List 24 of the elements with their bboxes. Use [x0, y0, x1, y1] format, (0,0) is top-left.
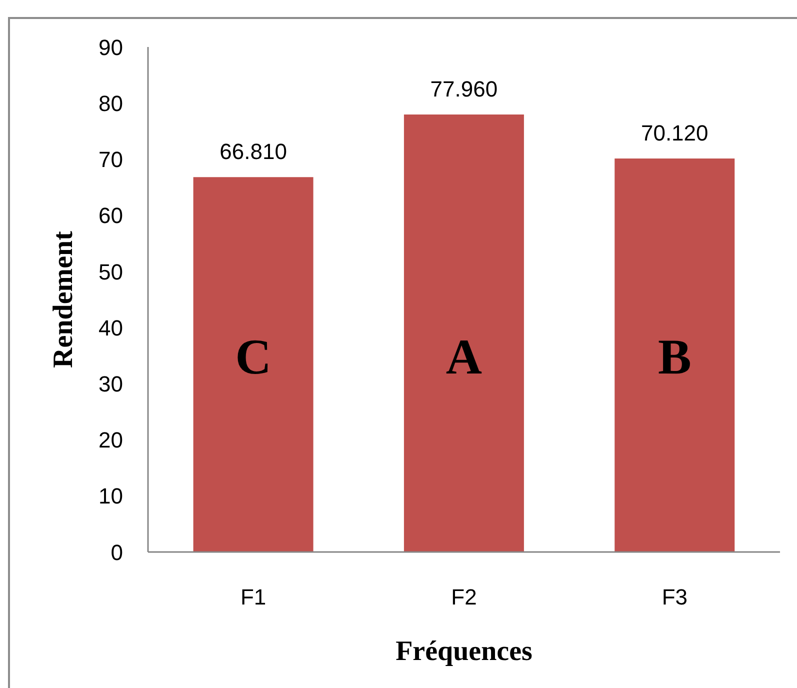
bar: [193, 177, 314, 552]
x-axis-title: Fréquences: [396, 636, 533, 667]
y-tick-label: 40: [98, 315, 123, 340]
x-tick-label: F1: [240, 584, 266, 610]
x-tick-label: F3: [662, 584, 688, 610]
bar: [404, 114, 524, 552]
bar: [614, 158, 735, 552]
y-tick-label: 90: [98, 34, 123, 60]
y-tick-label: 80: [98, 90, 123, 116]
y-axis-title: Rendement: [48, 230, 79, 368]
y-tick-label: 10: [98, 484, 123, 509]
data-label: 66.810: [220, 139, 287, 164]
y-tick-label: 70: [98, 147, 123, 172]
y-tick-label: 20: [98, 428, 123, 453]
y-tick-label: 50: [98, 259, 123, 284]
data-label: 77.960: [430, 76, 498, 102]
data-label: 70.120: [640, 120, 708, 146]
annotation: C: [235, 328, 272, 384]
annotation: B: [658, 328, 692, 384]
y-tick-label: 30: [98, 371, 123, 396]
y-tick-label: 0: [110, 540, 123, 565]
y-tick-label: 60: [98, 203, 123, 228]
annotation: A: [446, 328, 482, 384]
x-tick-label: F2: [451, 584, 477, 610]
